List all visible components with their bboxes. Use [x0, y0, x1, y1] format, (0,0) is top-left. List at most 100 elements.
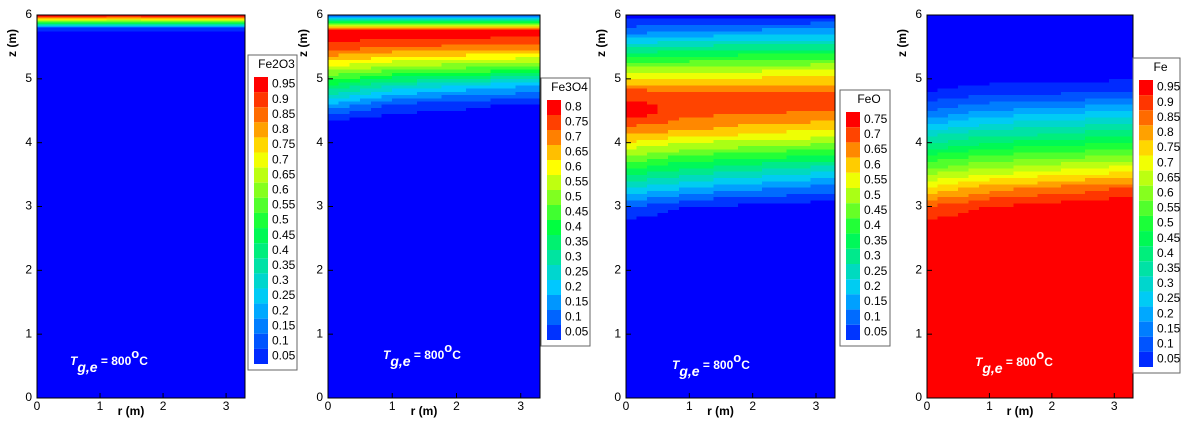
contour-cell: [1085, 139, 1110, 143]
contour-cell: [737, 215, 763, 220]
contour-cell: [466, 84, 492, 89]
contour-cell: [1037, 113, 1062, 118]
contour-cell: [989, 145, 1014, 150]
contour-cell: [968, 72, 980, 76]
contour-cell: [989, 167, 1014, 172]
contour-cell: [713, 282, 739, 313]
contour-cell: [647, 59, 659, 64]
contour-cell: [1013, 145, 1038, 150]
contour-cell: [370, 56, 383, 60]
legend-swatch: [547, 205, 561, 220]
contour-cell: [647, 43, 659, 48]
contour-cell: [810, 116, 836, 121]
contour-cell: [737, 203, 763, 207]
contour-cell: [947, 24, 959, 35]
legend-swatch: [1139, 261, 1153, 277]
contour-cell: [713, 30, 739, 35]
contour-cell: [958, 174, 970, 179]
contour-cell: [392, 49, 418, 54]
contour-cell: [441, 168, 467, 216]
contour-cell: [737, 180, 763, 185]
contour-cell: [927, 183, 939, 188]
contour-cell: [338, 27, 351, 30]
contour-cell: [392, 107, 418, 112]
contour-cell: [338, 56, 351, 60]
contour-cell: [979, 53, 991, 64]
contour-cell: [515, 25, 541, 29]
contour-cell: [968, 155, 980, 159]
contour-cell: [786, 209, 812, 214]
legend-title: Fe3O4: [551, 80, 588, 94]
contour-cell: [947, 129, 959, 134]
contour-cell: [416, 123, 443, 170]
contour-cell: [668, 225, 680, 255]
contour-cell: [786, 196, 812, 201]
contour-cell: [360, 15, 372, 18]
contour-cell: [927, 340, 939, 370]
contour-cell: [737, 81, 763, 86]
contour-cell: [626, 59, 638, 64]
contour-cell: [762, 196, 788, 201]
contour-cell: [647, 193, 659, 198]
contour-cell: [968, 116, 980, 121]
contour-cell: [762, 53, 788, 57]
contour-cell: [392, 15, 418, 18]
contour-cell: [958, 187, 970, 191]
contour-cell: [786, 65, 812, 70]
contour-cell: [786, 62, 812, 67]
contour-cell: [349, 18, 361, 21]
contour-cell: [927, 126, 939, 131]
legend-swatch: [547, 250, 561, 265]
contour-cell: [338, 33, 351, 37]
contour-cell: [810, 120, 836, 124]
contour-cell: [175, 16, 211, 19]
contour-cell: [1085, 171, 1110, 175]
contour-cell: [810, 212, 836, 217]
contour-cell: [927, 155, 939, 159]
contour-cell: [1109, 155, 1134, 159]
contour-cell: [979, 190, 991, 195]
contour-cell: [968, 254, 980, 284]
contour-cell: [490, 100, 516, 105]
contour-cell: [968, 340, 980, 370]
contour-cell: [416, 168, 443, 216]
contour-cell: [689, 84, 715, 89]
contour-cell: [466, 91, 492, 96]
contour-cell: [989, 196, 1014, 201]
contour-cell: [106, 337, 142, 399]
contour-cell: [360, 72, 372, 76]
contour-cell: [737, 65, 763, 70]
contour-cell: [647, 183, 659, 188]
contour-cell: [968, 107, 980, 112]
contour-cell: [490, 35, 516, 40]
contour-cell: [668, 183, 680, 188]
contour-cell: [657, 53, 669, 57]
x-tick-label: 3: [1111, 399, 1118, 413]
legend-swatch: [1139, 200, 1153, 216]
contour-cell: [689, 126, 715, 131]
contour-cell: [1085, 123, 1110, 128]
contour-cell: [360, 84, 372, 89]
contour-cell: [979, 129, 991, 134]
contour-cell: [762, 49, 788, 54]
contour-cell: [968, 193, 980, 198]
legend-label: 0.35: [272, 258, 296, 272]
contour-cell: [927, 113, 939, 118]
contour-cell: [360, 68, 372, 73]
contour-cell: [947, 196, 959, 201]
contour-cell: [668, 113, 680, 118]
contour-cell: [657, 196, 669, 201]
contour-cell: [810, 88, 836, 92]
contour-cell: [328, 107, 340, 112]
contour-cell: [392, 84, 418, 89]
contour-cell: [1037, 203, 1062, 207]
contour-cell: [689, 158, 715, 163]
contour-cell: [466, 35, 492, 40]
contour-cell: [1013, 139, 1038, 143]
contour-cell: [1061, 254, 1086, 284]
contour-cell: [466, 88, 492, 92]
contour-cell: [689, 94, 715, 99]
contour-cell: [927, 167, 939, 172]
contour-cell: [636, 72, 648, 76]
contour-cell: [937, 161, 949, 166]
